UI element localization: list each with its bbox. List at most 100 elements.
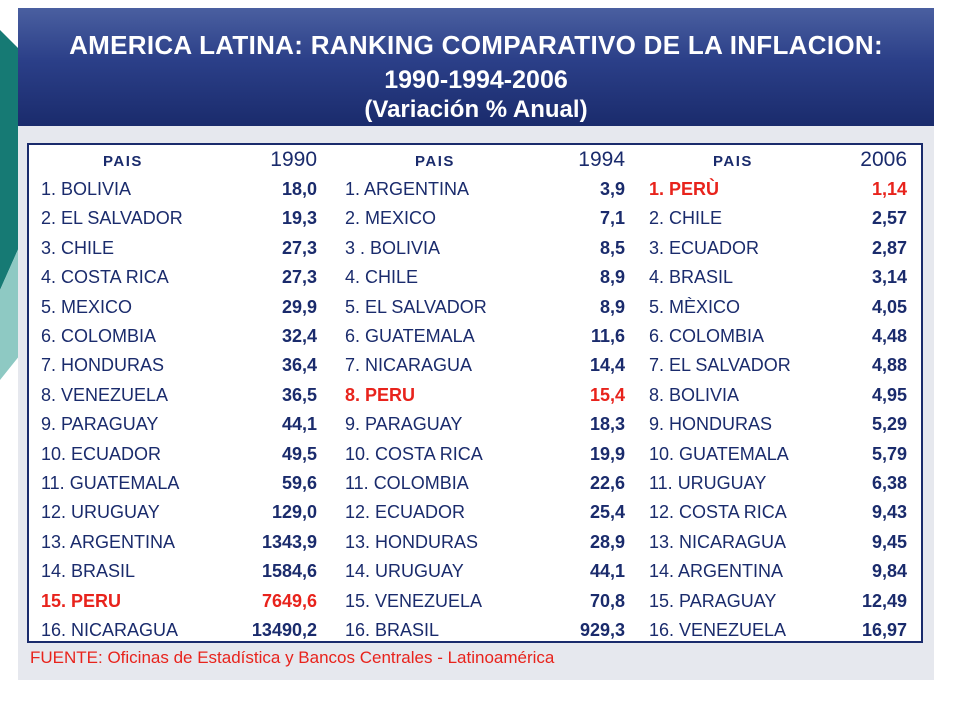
inflation-value: 14,4 xyxy=(589,355,625,376)
country-name: 12. ECUADOR xyxy=(345,502,466,523)
table-row: 6. COLOMBIA 4,48 xyxy=(637,322,923,351)
table-row: 3 . BOLIVIA 8,5 xyxy=(341,234,637,263)
country-name: 15. VENEZUELA xyxy=(345,590,483,611)
inflation-value: 70,8 xyxy=(589,590,625,611)
inflation-value: 18,3 xyxy=(589,414,625,435)
table-row: 13. ARGENTINA 1343,9 xyxy=(29,528,329,557)
table-row: 4. CHILE 8,9 xyxy=(341,263,637,292)
table-row: 12. COSTA RICA 9,43 xyxy=(637,498,923,527)
inflation-value: 4,05 xyxy=(871,296,907,317)
inflation-value: 8,5 xyxy=(599,237,625,258)
country-name: 8. PERU xyxy=(345,384,416,405)
country-name: 12. URUGUAY xyxy=(41,502,160,523)
pais-header: PAIS xyxy=(713,153,753,170)
table-row: 4. COSTA RICA 27,3 xyxy=(29,263,329,292)
country-name: 12. COSTA RICA xyxy=(649,502,787,523)
country-name: 16. NICARAGUA xyxy=(41,620,179,640)
table-row: 5. MÈXICO 4,05 xyxy=(637,293,923,322)
table-row: 3. ECUADOR 2,87 xyxy=(637,234,923,263)
country-name: 7. EL SALVADOR xyxy=(649,355,791,376)
inflation-value: 44,1 xyxy=(281,414,317,435)
inflation-value: 19,9 xyxy=(589,443,625,464)
inflation-value: 2,57 xyxy=(871,208,907,229)
inflation-value: 929,3 xyxy=(579,620,625,640)
country-name: 8. BOLIVIA xyxy=(649,384,740,405)
table-row: 5. MEXICO 29,9 xyxy=(29,293,329,322)
country-name: 5. EL SALVADOR xyxy=(345,296,487,317)
inflation-value: 29,9 xyxy=(281,296,317,317)
table-row: 1. ARGENTINA 3,9 xyxy=(341,175,637,204)
country-name: 7. HONDURAS xyxy=(41,355,165,376)
inflation-value: 1343,9 xyxy=(261,531,317,552)
table-row: 2. EL SALVADOR 19,3 xyxy=(29,204,329,233)
pais-header: PAIS xyxy=(103,153,143,170)
inflation-value: 1584,6 xyxy=(261,561,317,582)
inflation-value: 4,95 xyxy=(871,384,907,405)
inflation-value: 22,6 xyxy=(589,473,625,493)
inflation-value: 129,0 xyxy=(271,502,317,523)
table-row: 6. COLOMBIA 32,4 xyxy=(29,322,329,351)
title-line-2: 1990-1994-2006 xyxy=(384,66,568,94)
country-name: 11. COLOMBIA xyxy=(345,473,469,493)
country-name: 8. VENEZUELA xyxy=(41,384,169,405)
table-row: 9. HONDURAS 5,29 xyxy=(637,410,923,439)
table-row: 13. HONDURAS 28,9 xyxy=(341,528,637,557)
table-row: 12. ECUADOR 25,4 xyxy=(341,498,637,527)
title-line-1: AMERICA LATINA: RANKING COMPARATIVO DE L… xyxy=(69,30,883,60)
source-note: FUENTE: Oficinas de Estadística y Bancos… xyxy=(30,648,555,667)
country-name: 15. PERU xyxy=(41,590,122,611)
table-row: 16. NICARAGUA 13490,2 xyxy=(29,616,329,645)
inflation-value: 28,9 xyxy=(589,531,625,552)
country-name: 2. CHILE xyxy=(649,208,723,229)
country-name: 9. PARAGUAY xyxy=(345,414,463,435)
table-row: 14. BRASIL 1584,6 xyxy=(29,557,329,586)
inflation-value: 49,5 xyxy=(281,443,317,464)
country-name: 16. VENEZUELA xyxy=(649,620,787,640)
inflation-value: 11,6 xyxy=(590,326,625,346)
inflation-value: 25,4 xyxy=(589,502,625,523)
inflation-value: 7,1 xyxy=(599,208,625,229)
inflation-value: 12,49 xyxy=(861,590,907,611)
table-row: 8. BOLIVIA 4,95 xyxy=(637,381,923,410)
table-row: 15. PERU 7649,6 xyxy=(29,587,329,616)
country-name: 1. ARGENTINA xyxy=(345,179,470,199)
inflation-value: 15,4 xyxy=(589,384,625,405)
inflation-value: 1,14 xyxy=(871,179,907,199)
inflation-value: 3,9 xyxy=(599,179,625,199)
country-name: 1. BOLIVIA xyxy=(41,179,132,199)
inflation-value: 8,9 xyxy=(599,296,625,317)
country-name: 10. COSTA RICA xyxy=(345,443,483,464)
table-row: 7. EL SALVADOR 4,88 xyxy=(637,351,923,380)
table-row: 2. CHILE 2,57 xyxy=(637,204,923,233)
table-row: 1. BOLIVIA 18,0 xyxy=(29,175,329,204)
table-row: 11. GUATEMALA 59,6 xyxy=(29,469,329,498)
table-row: 12. URUGUAY 129,0 xyxy=(29,498,329,527)
pais-header: PAIS xyxy=(415,153,455,170)
table-row: 4. BRASIL 3,14 xyxy=(637,263,923,292)
inflation-value: 5,29 xyxy=(871,414,907,435)
year-header: 1994 xyxy=(578,148,625,171)
country-name: 10. ECUADOR xyxy=(41,443,162,464)
table-row: 16. VENEZUELA 16,97 xyxy=(637,616,923,645)
table-row: 9. PARAGUAY 44,1 xyxy=(29,410,329,439)
table-row: 7. HONDURAS 36,4 xyxy=(29,351,329,380)
country-name: 9. PARAGUAY xyxy=(41,414,159,435)
country-name: 14. ARGENTINA xyxy=(649,561,784,582)
inflation-value: 6,38 xyxy=(871,473,907,493)
country-name: 15. PARAGUAY xyxy=(649,590,777,611)
table-row: 2. MEXICO 7,1 xyxy=(341,204,637,233)
table-row: 5. EL SALVADOR 8,9 xyxy=(341,293,637,322)
country-name: 3 . BOLIVIA xyxy=(345,237,441,258)
year-header: 2006 xyxy=(860,148,907,171)
country-name: 13. ARGENTINA xyxy=(41,531,176,552)
table-row: 7. NICARAGUA 14,4 xyxy=(341,351,637,380)
country-name: 11. GUATEMALA xyxy=(41,473,180,493)
inflation-value: 4,88 xyxy=(871,355,907,376)
table-row: 15. VENEZUELA 70,8 xyxy=(341,587,637,616)
country-name: 10. GUATEMALA xyxy=(649,443,789,464)
inflation-value: 19,3 xyxy=(281,208,317,229)
country-name: 16. BRASIL xyxy=(345,620,440,640)
country-name: 3. CHILE xyxy=(41,237,115,258)
column-header: PAIS 1994 xyxy=(341,145,637,175)
country-name: 3. ECUADOR xyxy=(649,237,760,258)
